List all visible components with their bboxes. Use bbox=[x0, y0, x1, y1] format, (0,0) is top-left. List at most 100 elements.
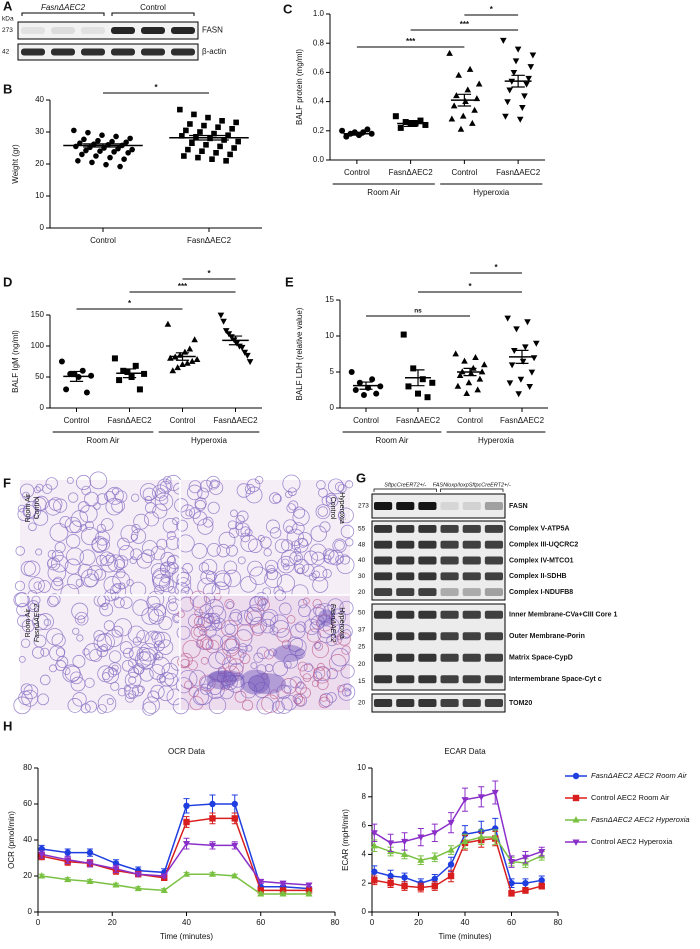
data-point bbox=[461, 797, 469, 804]
kda-value: 42 bbox=[2, 49, 10, 56]
alveolus bbox=[319, 521, 331, 533]
data-point bbox=[38, 851, 46, 859]
alveolus bbox=[206, 475, 221, 490]
data-point bbox=[474, 386, 481, 393]
alveolus bbox=[51, 578, 64, 591]
blot-band bbox=[440, 632, 459, 641]
alveolus bbox=[111, 625, 124, 638]
y-tick-label: 0.0 bbox=[313, 155, 325, 164]
alveolus bbox=[82, 648, 90, 656]
series-line bbox=[374, 836, 543, 864]
alveolus bbox=[316, 480, 326, 490]
alveolus bbox=[310, 525, 327, 542]
alveolus bbox=[14, 580, 26, 592]
data-point bbox=[370, 830, 378, 837]
data-point bbox=[136, 386, 143, 393]
data-point bbox=[447, 872, 455, 880]
alveolus bbox=[56, 656, 69, 668]
alveolus bbox=[268, 648, 277, 657]
blot-band bbox=[462, 653, 481, 662]
x-tick-label: 0 bbox=[370, 918, 375, 927]
alveolus bbox=[157, 639, 174, 655]
alveolus bbox=[207, 543, 221, 557]
data-point bbox=[63, 386, 70, 393]
alveolus bbox=[161, 662, 179, 680]
alveolus bbox=[113, 597, 125, 609]
alveolus bbox=[72, 627, 80, 635]
blot-band bbox=[374, 524, 393, 533]
alveolus bbox=[247, 560, 263, 577]
alveolus bbox=[299, 687, 311, 699]
alveolus bbox=[176, 625, 191, 640]
histology-label: FasnΔAEC2 bbox=[329, 604, 336, 643]
significance-label: * bbox=[490, 5, 494, 14]
data-point bbox=[504, 99, 511, 106]
alveolus bbox=[150, 563, 167, 579]
alveolus bbox=[128, 690, 137, 699]
y-tick-label: 20 bbox=[35, 159, 44, 168]
alveolus bbox=[127, 658, 137, 668]
sem-bar bbox=[515, 349, 529, 364]
alveolus bbox=[253, 652, 264, 663]
y-tick-label: 8 bbox=[362, 792, 367, 801]
histology-label: Hyperoxia bbox=[338, 607, 345, 639]
alveolus bbox=[162, 517, 178, 534]
kda-value: 20 bbox=[358, 661, 366, 668]
alveolus bbox=[194, 497, 207, 510]
alveolus bbox=[269, 492, 281, 505]
alveolus bbox=[129, 646, 144, 661]
y-tick-label: 40 bbox=[35, 95, 44, 104]
alveolus bbox=[281, 639, 292, 649]
alveolus bbox=[176, 519, 188, 532]
data-point bbox=[209, 156, 215, 162]
alveolus bbox=[313, 603, 326, 617]
alveolus bbox=[154, 651, 164, 661]
alveolus bbox=[194, 499, 206, 512]
blot-band bbox=[396, 610, 415, 619]
alveolus bbox=[340, 664, 355, 679]
group-label: Room Air bbox=[367, 188, 400, 197]
x-tick-label: Control bbox=[451, 168, 477, 177]
data-point bbox=[231, 872, 239, 879]
data-point bbox=[348, 369, 355, 375]
data-point bbox=[377, 383, 384, 390]
alveolus bbox=[244, 528, 253, 537]
alveolus bbox=[198, 562, 210, 573]
blot-band bbox=[374, 588, 393, 597]
data-point bbox=[279, 880, 287, 888]
alveolus bbox=[293, 538, 309, 553]
blot-band bbox=[396, 556, 415, 565]
sem-bar bbox=[411, 369, 425, 387]
data-point bbox=[187, 121, 193, 127]
data-point bbox=[86, 860, 94, 868]
kda-value: 37 bbox=[358, 627, 366, 634]
alveolus bbox=[20, 683, 33, 696]
data-point bbox=[519, 105, 526, 112]
kda-label: kDa bbox=[2, 16, 14, 23]
kda-value: 20 bbox=[358, 589, 366, 596]
data-point bbox=[231, 800, 238, 808]
data-point bbox=[219, 118, 225, 124]
alveolus bbox=[302, 597, 310, 605]
alveolus bbox=[77, 615, 86, 624]
blot-band bbox=[374, 699, 393, 707]
alveolus bbox=[338, 624, 353, 639]
alveolus bbox=[115, 568, 126, 579]
alveolus bbox=[193, 615, 206, 628]
blot-band bbox=[462, 610, 481, 619]
alveolus bbox=[220, 634, 238, 652]
alveolus bbox=[341, 645, 351, 655]
x-tick-label: FasnΔAEC2 bbox=[107, 416, 152, 425]
alveolus bbox=[334, 481, 345, 492]
alveolus bbox=[110, 592, 120, 601]
alveolus bbox=[106, 698, 114, 706]
x-tick-label: 60 bbox=[507, 918, 516, 927]
histology-label: FasnΔAEC2 bbox=[34, 604, 41, 643]
blot-band bbox=[484, 556, 503, 565]
alveolus bbox=[200, 636, 214, 650]
data-point bbox=[112, 866, 120, 873]
data-point bbox=[88, 372, 95, 379]
y-tick-label: 0.6 bbox=[313, 68, 325, 77]
alveolus bbox=[200, 479, 213, 493]
data-point bbox=[512, 58, 520, 65]
